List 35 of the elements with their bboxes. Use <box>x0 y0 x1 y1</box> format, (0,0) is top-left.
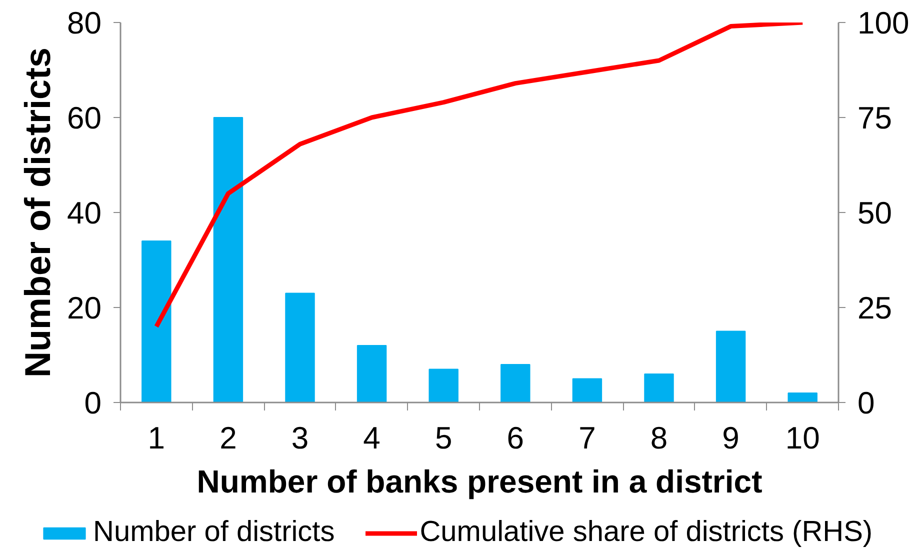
x-tick-label: 6 <box>506 420 524 456</box>
y-tick-label: 20 <box>67 290 102 326</box>
legend-label: Number of districts <box>93 516 335 549</box>
bar <box>644 374 674 402</box>
y-axis-title: Number of districts <box>17 47 58 378</box>
bar <box>716 330 746 402</box>
x-tick-label: 7 <box>578 420 596 456</box>
x-tick-label: 9 <box>722 420 740 456</box>
x-tick-label: 8 <box>650 420 668 456</box>
bar <box>428 368 458 402</box>
bar <box>572 378 602 402</box>
x-tick-label: 10 <box>785 420 820 456</box>
y2-tick-label: 0 <box>858 386 875 420</box>
bar <box>213 117 244 402</box>
bar <box>356 345 387 402</box>
bar <box>500 364 530 402</box>
x-tick-label: 5 <box>434 420 452 456</box>
bar <box>285 292 315 402</box>
y-tick-label: 60 <box>67 100 102 136</box>
y2-tick-label: 25 <box>858 290 892 326</box>
line-series <box>154 22 805 329</box>
x-tick-label: 4 <box>363 420 380 456</box>
y-tick-label: 0 <box>84 386 102 420</box>
y-tick-label: 80 <box>67 6 102 40</box>
bar <box>788 392 818 402</box>
bar <box>142 240 172 402</box>
x-tick-label: 2 <box>220 420 237 456</box>
y2-tick-label: 75 <box>858 100 892 136</box>
y-tick-label: 40 <box>67 196 102 230</box>
legend-label: Cumulative share of districts (RHS) <box>420 516 873 549</box>
y2-tick-label: 50 <box>858 196 892 230</box>
x-axis-title: Number of banks present in a district <box>196 464 763 500</box>
y2-tick-label: 100 <box>858 6 910 40</box>
x-tick-label: 1 <box>148 420 166 456</box>
x-tick-label: 3 <box>291 420 309 456</box>
